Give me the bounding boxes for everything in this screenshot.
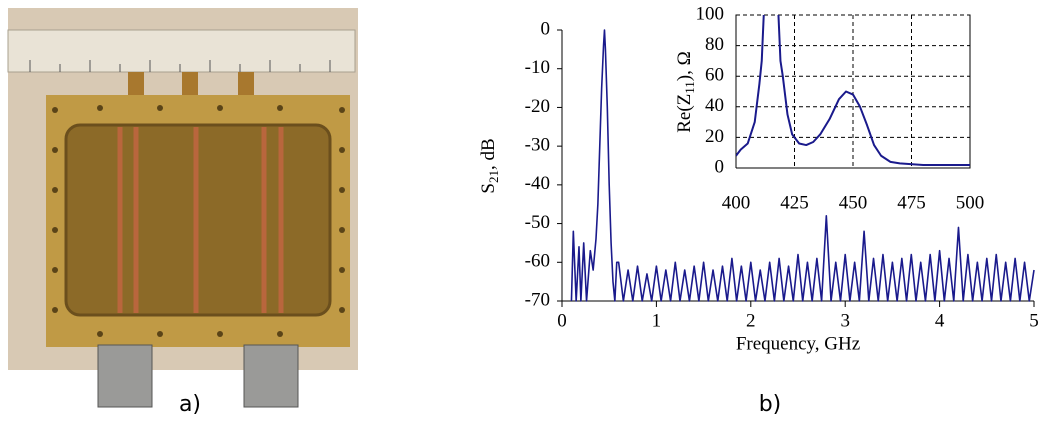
y-tick-label: -10 — [525, 57, 550, 78]
y-tick-label: 100 — [696, 3, 725, 24]
x-axis-label: Frequency, GHz — [736, 333, 860, 354]
x-tick-label: 500 — [956, 192, 985, 213]
y-tick-label: 0 — [715, 156, 725, 177]
y-tick-label: -40 — [525, 173, 550, 194]
y-axis-label-part: 21 — [486, 170, 501, 183]
y-axis-label: Re(Z11), Ω — [674, 51, 697, 133]
x-tick-label: 425 — [780, 192, 809, 213]
y-axis-label-part: , dB — [478, 138, 499, 170]
y-axis-label-part: 11 — [682, 81, 697, 94]
y-tick-label: 80 — [705, 34, 724, 55]
x-tick-label: 5 — [1029, 310, 1039, 331]
data-line — [570, 29, 1035, 302]
x-tick-label: 3 — [840, 310, 850, 331]
y-tick-label: -20 — [525, 96, 550, 117]
y-tick-label: -60 — [525, 251, 550, 272]
x-tick-label: 450 — [839, 192, 868, 213]
y-tick-label: 40 — [705, 95, 724, 116]
caption: b) — [759, 392, 782, 417]
y-tick-label: -70 — [525, 289, 550, 310]
y-axis-label-part: ), Ω — [674, 51, 695, 81]
y-tick-label: -30 — [525, 135, 550, 156]
y-axis-label-part: Re(Z — [674, 94, 695, 133]
y-tick-label: 20 — [705, 126, 724, 147]
x-tick-label: 4 — [935, 310, 945, 331]
data-line — [736, 15, 970, 166]
x-tick-label: 475 — [897, 192, 926, 213]
y-tick-label: 0 — [541, 18, 551, 39]
y-tick-label: -50 — [525, 212, 550, 233]
x-tick-label: 0 — [557, 310, 567, 331]
x-tick-label: 2 — [746, 310, 756, 331]
x-tick-label: 400 — [722, 192, 751, 213]
y-tick-label: 60 — [705, 65, 724, 86]
y-axis-label-part: S — [478, 183, 499, 194]
device-photo — [7, 8, 358, 408]
caption: a) — [179, 392, 201, 417]
x-tick-label: 1 — [652, 310, 662, 331]
y-axis-label: S21, dB — [478, 138, 501, 193]
